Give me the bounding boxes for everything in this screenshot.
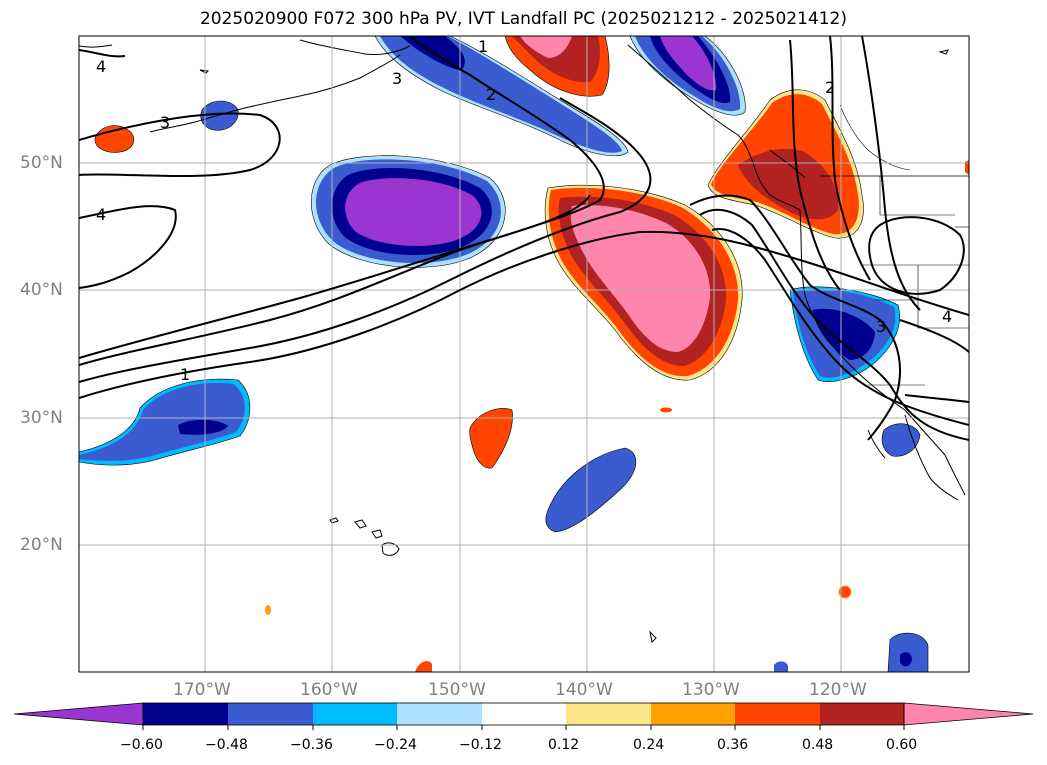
colorbar-tick-label: 0.24 — [633, 737, 665, 753]
colorbar-swatch — [397, 703, 482, 725]
negative-anomaly-south — [545, 447, 637, 533]
negative-anomaly-small-nw — [200, 100, 239, 131]
colorbar-swatch — [820, 703, 904, 725]
contour-label-group: 4 3 4 1 2 1 3 2 3 4 — [96, 37, 952, 384]
negative-anomaly-bottom-small — [774, 661, 788, 672]
colorbar-ticks — [142, 725, 905, 730]
negative-anomaly-southwest — [79, 378, 251, 466]
map-title: 2025020900 F072 300 hPa PV, IVT Landfall… — [199, 9, 847, 29]
positive-anomaly-north — [504, 36, 610, 97]
colorbar-outline — [142, 702, 905, 726]
colorbar-swatch — [313, 703, 397, 725]
lon-label: 120°W — [809, 680, 867, 700]
contour-label: 1 — [478, 37, 488, 56]
map-contents: 4 3 4 1 2 1 3 2 3 4 — [79, 36, 969, 672]
colorbar-left-extension — [13, 702, 144, 726]
negative-anomaly-bottom-right — [887, 632, 929, 672]
positive-anomaly-mid — [469, 408, 513, 469]
negative-anomaly-california — [789, 286, 900, 382]
colorbar-tick-label: −0.24 — [374, 737, 417, 753]
colorbar-tick-label: 0.60 — [886, 737, 918, 753]
colorbar-swatch — [482, 703, 566, 725]
contour-label: 3 — [876, 317, 886, 336]
positive-anomaly-bottom-small — [415, 661, 432, 672]
map-frame — [78, 35, 970, 673]
contour-label: 3 — [160, 113, 170, 132]
ivt-contours — [79, 36, 969, 441]
colorbar-tick-label: −0.48 — [205, 737, 248, 753]
lon-label: 170°W — [173, 680, 231, 700]
contour-label: 2 — [825, 78, 835, 97]
positive-anomaly-edge — [965, 160, 969, 175]
lon-label: 130°W — [682, 680, 740, 700]
colorbar-swatch — [143, 703, 228, 725]
lat-label: 50°N — [20, 153, 63, 173]
coastlines — [79, 39, 969, 644]
graticule — [79, 36, 969, 672]
lat-label: 40°N — [20, 280, 63, 300]
colorbar — [13, 702, 1034, 730]
negative-anomaly-bottom-right-core — [900, 652, 912, 667]
contour-label: 1 — [180, 365, 190, 384]
colorbar-tick-label: 0.48 — [802, 737, 834, 753]
positive-anomaly-tiny-west — [265, 605, 271, 615]
positive-anomaly-tiny-central — [660, 407, 672, 413]
lon-label: 150°W — [428, 680, 486, 700]
colorbar-tick-label: −0.12 — [459, 737, 502, 753]
colorbar-tick-label: 0.36 — [717, 737, 749, 753]
lat-label: 20°N — [20, 535, 63, 555]
colorbar-swatch — [651, 703, 735, 725]
lon-label: 160°W — [300, 680, 358, 700]
contour-label: 4 — [96, 205, 106, 224]
colorbar-swatch — [228, 703, 313, 725]
contour-label: 4 — [942, 307, 952, 326]
colorbar-swatch — [735, 703, 820, 725]
negative-anomaly-central — [311, 155, 506, 268]
colorbar-tick-label: 0.12 — [548, 737, 580, 753]
colorbar-tick-label: −0.60 — [120, 737, 163, 753]
contour-label: 2 — [486, 85, 496, 104]
contour-label: 3 — [392, 69, 402, 88]
colorbar-right-extension — [903, 702, 1034, 726]
lat-label: 30°N — [20, 408, 63, 428]
lon-label: 140°W — [555, 680, 613, 700]
colorbar-swatch — [566, 703, 651, 725]
colorbar-tick-label: −0.36 — [290, 737, 333, 753]
contour-label: 4 — [96, 57, 106, 76]
positive-anomaly-tiny-east — [838, 585, 852, 599]
